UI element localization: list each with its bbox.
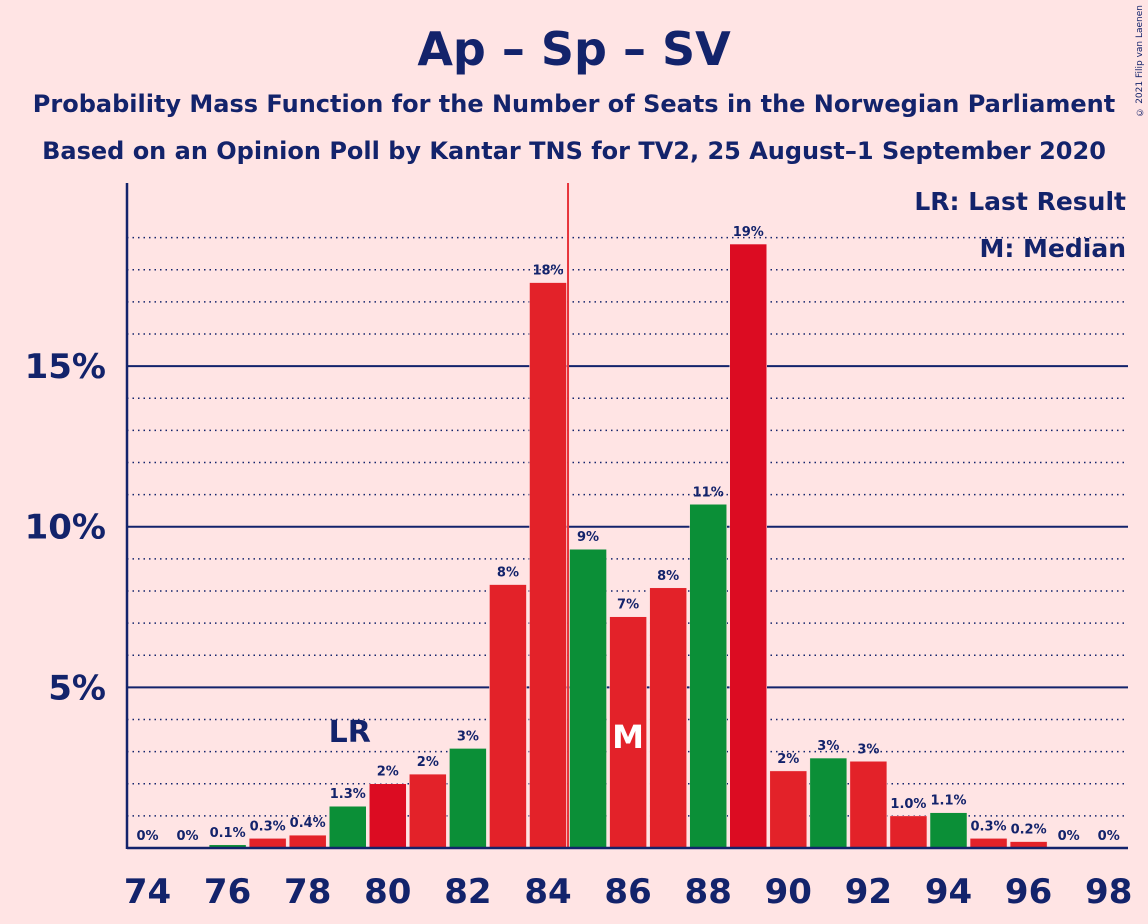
x-tick-label: 80	[364, 872, 411, 912]
bar-seat-93	[889, 815, 928, 849]
bar-seat-92	[849, 761, 888, 849]
data-label: 1.3%	[330, 787, 366, 802]
data-label: 9%	[577, 530, 599, 545]
data-label: 1.0%	[890, 797, 926, 812]
x-tick-label: 98	[1085, 872, 1132, 912]
data-label: 0.3%	[250, 819, 286, 834]
x-tick-label: 96	[1005, 872, 1052, 912]
data-label: 0.3%	[971, 819, 1007, 834]
bar-seat-86	[609, 616, 647, 849]
data-label: 8%	[657, 569, 679, 584]
x-tick-label: 78	[284, 872, 331, 912]
last-result-marker: LR	[329, 715, 371, 750]
chart-subtitle-1: Probability Mass Function for the Number…	[32, 90, 1116, 118]
data-label: 1.1%	[930, 794, 966, 809]
bar-seat-88	[689, 504, 727, 849]
bar-seat-83	[489, 584, 527, 849]
x-tick-label: 76	[204, 872, 251, 912]
data-label: 0%	[177, 829, 199, 844]
y-tick-label: 10%	[25, 508, 106, 548]
data-label: 8%	[497, 566, 519, 581]
chart-title: Ap – Sp – SV	[417, 22, 731, 76]
bar-seat-82	[449, 748, 487, 849]
x-tick-label: 94	[925, 872, 972, 912]
bar-seat-81	[409, 773, 447, 849]
bar-seat-84	[529, 282, 567, 849]
legend-last-result: LR: Last Result	[914, 187, 1126, 216]
bar-seat-89	[729, 243, 767, 849]
bar-seat-80	[369, 783, 407, 849]
y-tick-label: 5%	[48, 668, 106, 708]
x-tick-label: 92	[845, 872, 892, 912]
x-tick-label: 74	[124, 872, 171, 912]
bar-seat-77	[248, 838, 287, 849]
median-marker: M	[612, 718, 644, 756]
bar-seat-87	[649, 587, 687, 849]
data-label: 2%	[417, 755, 439, 770]
chart-subtitle-2: Based on an Opinion Poll by Kantar TNS f…	[42, 137, 1106, 165]
x-tick-label: 82	[444, 872, 491, 912]
bar-seat-79	[329, 805, 367, 849]
data-label: 2%	[777, 752, 799, 767]
bar-seat-94	[929, 812, 968, 849]
data-label: 0.1%	[210, 826, 246, 841]
x-tick-label: 90	[765, 872, 812, 912]
data-label: 0.2%	[1011, 823, 1047, 838]
bar-seat-85	[569, 548, 607, 849]
x-tick-label: 84	[524, 872, 571, 912]
legend-median: M: Median	[979, 234, 1126, 263]
data-label: 3%	[457, 729, 479, 744]
bar-seat-95	[969, 838, 1008, 849]
data-label: 0.4%	[290, 816, 326, 831]
data-label: 18%	[532, 264, 563, 279]
bar-seat-78	[288, 834, 327, 849]
data-label: 0%	[136, 829, 158, 844]
y-tick-label: 15%	[25, 347, 106, 387]
data-label: 7%	[617, 598, 639, 613]
x-tick-label: 88	[685, 872, 732, 912]
data-label: 2%	[377, 765, 399, 780]
data-label: 19%	[733, 225, 764, 240]
data-label: 3%	[817, 739, 839, 754]
bar-seat-91	[809, 757, 848, 849]
data-label: 3%	[857, 742, 879, 757]
data-label: 0%	[1058, 829, 1080, 844]
data-label: 11%	[693, 485, 724, 500]
x-tick-label: 86	[604, 872, 651, 912]
data-label: 0%	[1098, 829, 1120, 844]
bar-seat-90	[769, 770, 808, 849]
